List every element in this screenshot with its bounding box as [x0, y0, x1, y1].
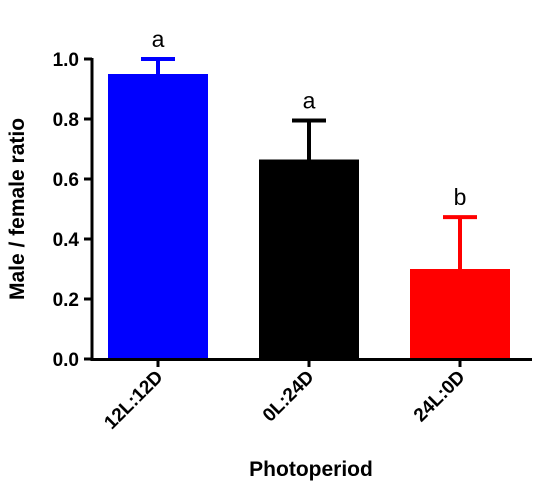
significance-letter: a — [152, 26, 165, 52]
bar-0l-24d — [259, 159, 359, 359]
y-tick-label: 1.0 — [53, 50, 79, 71]
error-bars-group — [141, 57, 477, 269]
y-tick-label: 0.8 — [53, 110, 79, 131]
x-tick-label: 12L:12D — [100, 367, 167, 434]
x-ticks-group: 12L:12D 0L:24D 24L:0D — [100, 359, 470, 434]
y-tick-label: 0.2 — [53, 290, 79, 311]
bars-group — [108, 74, 510, 359]
x-tick-label: 0L:24D — [259, 367, 319, 427]
y-tick-label: 0.6 — [53, 170, 79, 191]
y-tick-label: 0.4 — [53, 230, 80, 251]
significance-letter: b — [454, 184, 467, 210]
y-axis-label: Male / female ratio — [6, 118, 29, 300]
bar-12l-12d — [108, 74, 208, 359]
bar-24l-0d — [410, 269, 510, 359]
y-ticks-group: 0.0 0.2 0.4 0.6 0.8 1.0 — [53, 50, 92, 371]
x-tick-label: 24L:0D — [410, 367, 470, 427]
significance-letters-group: a a b — [152, 26, 467, 210]
y-tick-label: 0.0 — [53, 350, 79, 371]
x-axis-label: Photoperiod — [249, 458, 373, 481]
significance-letter: a — [303, 88, 316, 114]
